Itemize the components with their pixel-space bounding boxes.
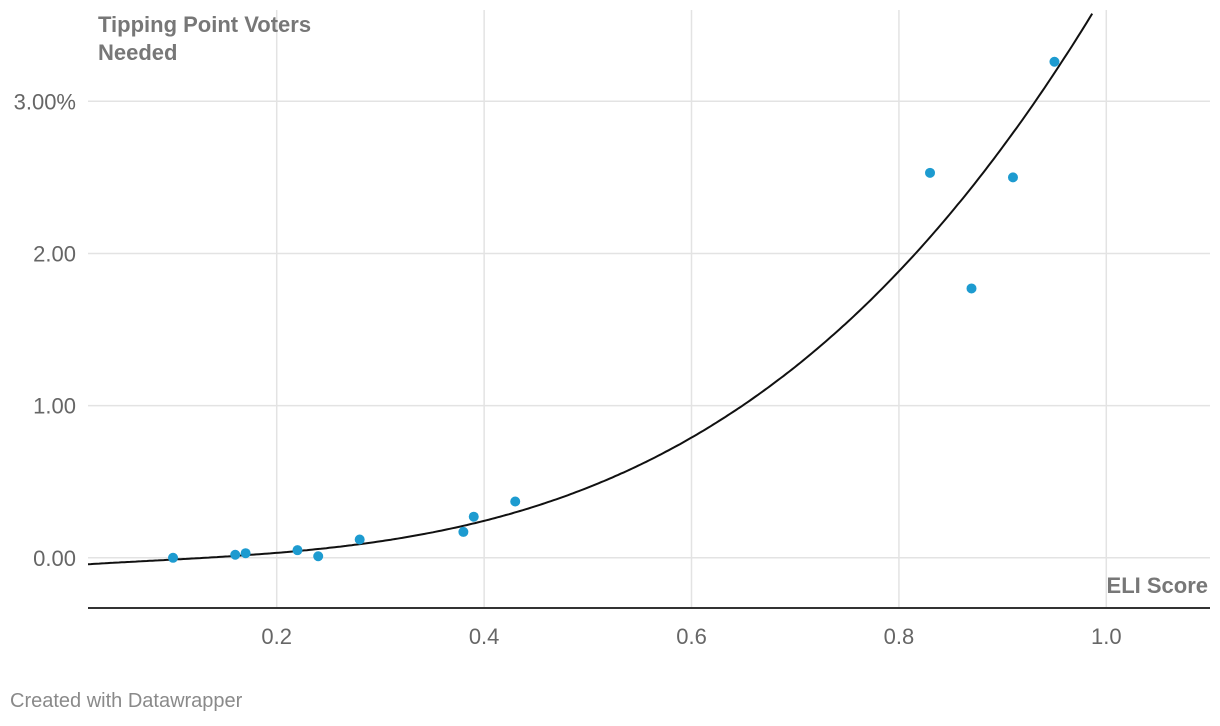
y-tick-labels: 0.00 1.00 2.00 3.00% [14, 89, 76, 570]
y-tick-label: 3.00% [14, 89, 76, 114]
data-point [510, 496, 521, 507]
y-tick-label: 2.00 [33, 241, 76, 266]
data-point [925, 167, 936, 178]
data-point [230, 549, 241, 560]
x-tick-labels: 0.2 0.4 0.6 0.8 1.0 [261, 624, 1121, 649]
x-tick-label: 0.2 [261, 624, 292, 649]
y-axis-title-line-1: Tipping Point Voters [98, 12, 311, 37]
data-point [292, 545, 303, 556]
x-tick-label: 0.8 [884, 624, 915, 649]
data-point [168, 552, 179, 563]
data-point [240, 548, 251, 559]
x-tick-label: 0.4 [469, 624, 500, 649]
y-axis-title-line-2: Needed [98, 40, 177, 65]
data-point [313, 551, 324, 562]
data-point [458, 526, 469, 537]
y-axis-title: Tipping Point Voters Needed [98, 12, 317, 65]
data-point [468, 511, 479, 522]
grid [88, 10, 1210, 608]
data-point [354, 534, 365, 545]
y-tick-label: 0.00 [33, 546, 76, 571]
data-point [966, 283, 977, 294]
x-axis-title: ELI Score [1107, 573, 1208, 598]
data-points [168, 56, 1060, 563]
y-tick-label: 1.00 [33, 394, 76, 419]
data-point [1007, 172, 1018, 183]
x-tick-label: 0.6 [676, 624, 707, 649]
x-tick-label: 1.0 [1091, 624, 1122, 649]
data-point [1049, 56, 1060, 67]
credit-text: Created with Datawrapper [10, 690, 243, 712]
trendline [87, 13, 1094, 566]
